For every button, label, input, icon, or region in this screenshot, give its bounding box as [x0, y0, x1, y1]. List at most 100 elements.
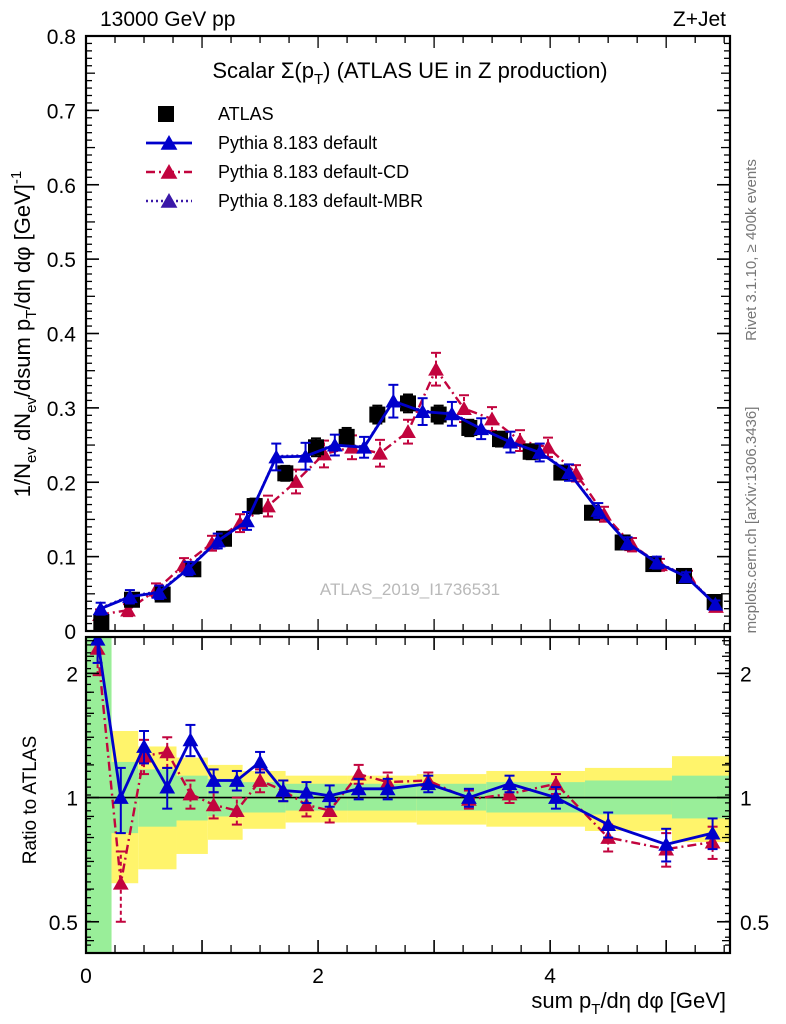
- marker-triangle: [444, 406, 460, 421]
- legend-label: Pythia 8.183 default-MBR: [218, 191, 423, 211]
- header-left: 13000 GeV pp: [100, 8, 235, 31]
- ratio-y-tick-label: 2: [66, 663, 78, 686]
- x-axis-title: sum pT/dη dφ [GeV]: [531, 988, 726, 1018]
- marker-triangle: [159, 744, 176, 759]
- header-right: Z+Jet: [673, 8, 726, 31]
- main-panel-frame: [84, 34, 732, 633]
- marker-triangle: [420, 776, 437, 791]
- x-tick-label: 0: [80, 965, 92, 988]
- marker-triangle: [298, 784, 315, 799]
- marker-triangle: [239, 513, 255, 528]
- marker-triangle: [89, 637, 106, 646]
- ratio-y-tick-label: 0.5: [49, 912, 78, 935]
- marker-triangle: [590, 503, 607, 517]
- legend-label: ATLAS: [218, 104, 274, 124]
- ratio-series-pythia-default: [89, 637, 721, 863]
- y-tick-label: 0.3: [47, 398, 76, 421]
- marker-triangle: [228, 772, 245, 787]
- marker-triangle: [182, 786, 199, 801]
- marker-triangle: [350, 766, 367, 781]
- series-line: [96, 639, 713, 846]
- marker-triangle: [356, 439, 372, 454]
- legend-item[interactable]: ATLAS: [158, 104, 274, 124]
- x-tick-label: 4: [544, 965, 556, 988]
- svg-text:Ratio to ATLAS: Ratio to ATLAS: [20, 736, 41, 865]
- svg-text:Scalar Σ(pT) (ATLAS UE in Z pr: Scalar Σ(pT) (ATLAS UE in Z production): [212, 58, 607, 88]
- legend-label: Pythia 8.183 default: [218, 133, 377, 153]
- marker-triangle: [414, 404, 431, 418]
- x-tick-label: 2: [312, 965, 324, 988]
- series-pythia-default: [92, 383, 724, 616]
- legend-item[interactable]: Pythia 8.183 default-MBR: [146, 191, 423, 211]
- marker-triangle: [160, 135, 178, 150]
- marker-square: [338, 428, 355, 445]
- y-tick-label: 0.2: [47, 472, 76, 495]
- marker-triangle: [658, 836, 675, 851]
- y-tick-label: 0: [64, 621, 76, 644]
- marker-triangle: [501, 786, 518, 801]
- marker-triangle: [456, 401, 472, 415]
- marker-triangle: [160, 193, 178, 208]
- series-line: [100, 399, 717, 610]
- marker-triangle: [160, 164, 178, 179]
- marker-triangle: [501, 776, 518, 791]
- marker-triangle: [548, 790, 564, 804]
- marker-triangle: [180, 561, 197, 575]
- marker-square: [93, 614, 110, 631]
- y-axis-title: 1/Nev dNev/dsum pT/dη dφ [GeV]-1: [8, 171, 40, 498]
- marker-triangle: [159, 779, 176, 794]
- y-tick-label: 0.8: [47, 26, 76, 49]
- legend: ATLAS Pythia 8.183 default Pythia 8.183 de…: [146, 104, 423, 211]
- main-series-group: [92, 351, 724, 631]
- marker-triangle: [326, 437, 343, 452]
- ratio-uncertainty-bands: [86, 637, 730, 953]
- ratio-y-tick-label: 1: [66, 788, 78, 811]
- marker-triangle: [600, 817, 617, 831]
- marker-triangle: [182, 732, 199, 747]
- marker-square: [158, 106, 174, 122]
- marker-triangle: [151, 584, 168, 599]
- marker-triangle: [275, 783, 292, 797]
- marker-triangle: [298, 797, 315, 812]
- marker-triangle: [385, 393, 402, 408]
- marker-triangle: [209, 533, 226, 548]
- marker-triangle: [92, 601, 109, 616]
- svg-text:Rivet 3.1.10, ≥ 400k events: Rivet 3.1.10, ≥ 400k events: [743, 159, 760, 341]
- y-tick-label: 0.7: [47, 100, 76, 123]
- svg-text:mcplots.cern.ch [arXiv:1306.34: mcplots.cern.ch [arXiv:1306.3436]: [743, 407, 760, 634]
- marker-triangle: [473, 421, 490, 436]
- marker-triangle: [400, 424, 416, 439]
- ratio-series-group: [89, 637, 721, 923]
- marker-triangle: [122, 589, 138, 604]
- marker-triangle: [678, 569, 694, 584]
- side-label-mcplots: mcplots.cern.ch [arXiv:1306.3436]: [743, 407, 760, 634]
- marker-triangle: [252, 772, 268, 787]
- marker-triangle: [648, 555, 665, 569]
- watermark: ATLAS_2019_I1736531: [320, 580, 500, 599]
- marker-triangle: [288, 474, 304, 488]
- marker-triangle: [120, 602, 136, 617]
- y-tick-label: 0.5: [47, 249, 76, 272]
- ratio-y-tick-label-right: 0.5: [740, 912, 769, 935]
- marker-triangle: [321, 803, 338, 817]
- marker-square: [430, 406, 447, 423]
- plot-title: Scalar Σ(pT) (ATLAS UE in Z production): [212, 58, 607, 88]
- marker-triangle: [112, 875, 129, 890]
- marker-triangle: [619, 535, 636, 550]
- y-tick-label: 0.6: [47, 175, 76, 198]
- series-line: [96, 648, 713, 884]
- marker-triangle: [502, 434, 519, 449]
- marker-triangle: [461, 790, 477, 804]
- legend-item[interactable]: Pythia 8.183 default: [146, 133, 377, 153]
- marker-triangle: [297, 448, 314, 463]
- legend-item[interactable]: Pythia 8.183 default-CD: [146, 162, 409, 182]
- marker-triangle: [260, 498, 276, 513]
- marker-triangle: [205, 772, 222, 787]
- marker-triangle: [321, 788, 338, 803]
- series-line: [99, 366, 717, 616]
- marker-triangle: [704, 825, 721, 840]
- ratio-y-tick-label-right: 1: [740, 788, 752, 811]
- marker-triangle: [561, 465, 577, 479]
- legend-label: Pythia 8.183 default-CD: [218, 162, 409, 182]
